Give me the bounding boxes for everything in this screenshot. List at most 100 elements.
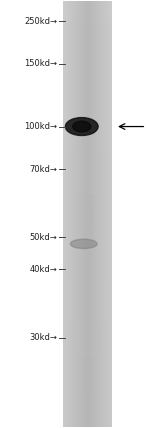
Bar (95, 1, 96, 427)
Bar (94, 1, 95, 427)
Bar (63, 321, 112, 328)
Bar (110, 1, 111, 427)
Bar (63, 129, 112, 136)
Text: 30kd→: 30kd→ (29, 333, 57, 342)
Bar (63, 242, 112, 250)
Text: 150kd→: 150kd→ (24, 59, 57, 68)
Bar (63, 221, 112, 228)
Bar (63, 370, 112, 377)
Bar (76, 1, 77, 427)
Bar (65, 1, 66, 427)
Bar (63, 413, 112, 420)
Bar (63, 349, 112, 356)
Text: 100kd→: 100kd→ (24, 122, 57, 131)
Bar (63, 65, 112, 72)
Bar (93, 1, 94, 427)
Ellipse shape (70, 239, 97, 249)
Bar (63, 29, 112, 36)
Bar (98, 1, 99, 427)
Bar (63, 171, 112, 178)
Bar (75, 1, 76, 427)
Bar (105, 1, 106, 427)
Ellipse shape (65, 118, 98, 136)
Bar (88, 1, 89, 427)
Bar (89, 1, 90, 427)
Bar (78, 1, 79, 427)
Bar (64, 1, 65, 427)
Bar (63, 186, 112, 193)
Bar (63, 299, 112, 306)
Bar (74, 1, 75, 427)
Bar (63, 22, 112, 29)
Bar (66, 1, 67, 427)
Bar (63, 335, 112, 342)
Text: 250kd→: 250kd→ (24, 17, 57, 26)
Bar (107, 1, 108, 427)
Bar (71, 1, 72, 427)
Bar (111, 1, 112, 427)
Bar (63, 200, 112, 207)
Bar (104, 1, 105, 427)
Bar (63, 143, 112, 150)
Bar (69, 1, 70, 427)
Bar (85, 1, 86, 427)
Bar (63, 51, 112, 58)
Bar (63, 136, 112, 143)
Text: 40kd→: 40kd→ (29, 265, 57, 274)
Bar (90, 1, 91, 427)
Bar (63, 114, 112, 122)
Bar (63, 207, 112, 214)
Bar (63, 228, 112, 235)
Bar (63, 178, 112, 186)
Bar (63, 107, 112, 114)
Bar (84, 1, 85, 427)
Bar (63, 1, 112, 8)
Bar (63, 15, 112, 22)
Bar (63, 150, 112, 157)
Ellipse shape (73, 121, 91, 132)
Bar (63, 420, 112, 427)
Bar (63, 392, 112, 399)
Bar (79, 1, 80, 427)
Bar (63, 72, 112, 79)
Bar (97, 1, 98, 427)
Bar (63, 250, 112, 257)
Bar (63, 363, 112, 370)
Bar (63, 122, 112, 129)
Bar (63, 157, 112, 164)
Bar (63, 214, 112, 221)
Bar (87, 1, 88, 427)
Bar (63, 385, 112, 392)
Bar (63, 399, 112, 406)
Bar (96, 1, 97, 427)
Bar (63, 377, 112, 385)
Bar (77, 1, 78, 427)
Bar (63, 278, 112, 285)
Bar (83, 1, 84, 427)
Bar (102, 1, 103, 427)
Bar (82, 1, 83, 427)
Bar (108, 1, 109, 427)
Bar (63, 164, 112, 171)
Bar (100, 1, 101, 427)
Bar (63, 328, 112, 335)
Text: 50kd→: 50kd→ (29, 233, 57, 242)
Bar (103, 1, 104, 427)
Bar (72, 1, 73, 427)
Bar (63, 58, 112, 65)
Bar (63, 356, 112, 363)
Bar (92, 1, 93, 427)
Bar (63, 235, 112, 242)
Bar (63, 36, 112, 43)
Bar (63, 93, 112, 100)
Bar (63, 43, 112, 51)
Bar (63, 406, 112, 413)
Bar (63, 264, 112, 271)
Bar (73, 1, 74, 427)
Bar (63, 342, 112, 349)
Bar (63, 271, 112, 278)
Text: 70kd→: 70kd→ (29, 165, 57, 174)
Bar (101, 1, 102, 427)
Bar (67, 1, 68, 427)
Bar (99, 1, 100, 427)
